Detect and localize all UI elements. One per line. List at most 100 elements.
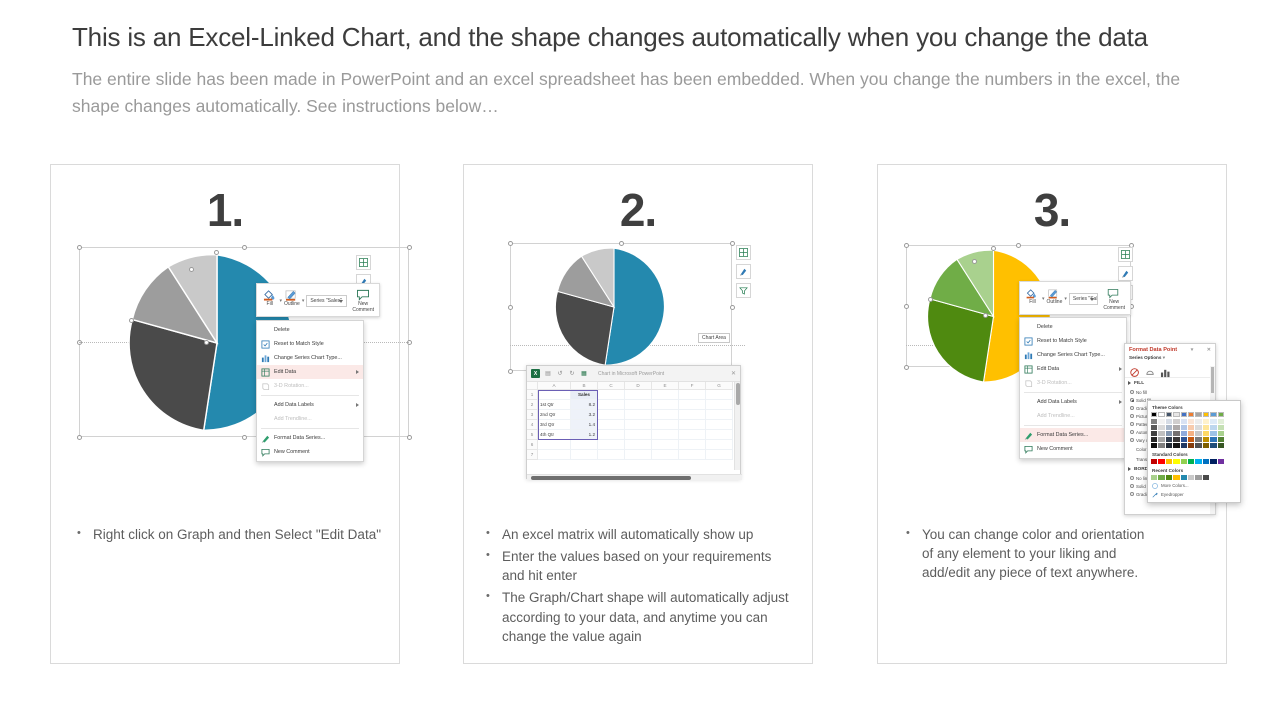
color-swatch[interactable]	[1217, 443, 1224, 448]
column-header[interactable]: B	[571, 382, 598, 390]
menu-item-format-data-series[interactable]: Format Data Series...	[1020, 428, 1126, 442]
grid-cell[interactable]	[652, 430, 679, 440]
color-swatch[interactable]	[1180, 443, 1187, 448]
grid-cell[interactable]: 1.2	[571, 430, 598, 440]
color-swatch[interactable]	[1173, 443, 1180, 448]
menu-item-delete[interactable]: Delete	[1020, 320, 1126, 334]
excel-grid[interactable]: A B C D E F G 1 Sales 2 1st Qtr 8.2 3 2nd Qtr 3.2 4 3rd …	[527, 382, 742, 480]
grid-cell[interactable]	[598, 390, 625, 400]
column-header[interactable]: A	[538, 382, 571, 390]
color-swatch[interactable]	[1210, 425, 1217, 430]
open-in-excel-icon[interactable]: ▦	[581, 371, 587, 377]
mini-toolbar-1[interactable]: Fill ▾ Outline ▾ Series "Sales"	[256, 283, 380, 317]
selection-handle[interactable]	[406, 434, 412, 440]
outline-dropdown-arrow[interactable]: ▾	[301, 297, 305, 304]
color-swatch[interactable]	[1195, 419, 1202, 424]
selection-handle[interactable]	[241, 434, 247, 440]
grid-cell[interactable]	[679, 450, 706, 460]
color-swatch[interactable]	[1195, 431, 1202, 436]
vertical-scrollbar[interactable]	[734, 382, 740, 470]
grid-cell[interactable]	[538, 440, 571, 450]
pane-scroll-thumb[interactable]	[1211, 367, 1214, 393]
color-swatch[interactable]	[1173, 431, 1180, 436]
grid-cell[interactable]	[625, 430, 652, 440]
color-swatch[interactable]	[1180, 431, 1187, 436]
grid-cell[interactable]: 1st Qtr	[538, 400, 571, 410]
grid-cell[interactable]	[679, 420, 706, 430]
column-header[interactable]: F	[679, 382, 706, 390]
selection-handle[interactable]	[903, 242, 909, 248]
grid-cell[interactable]: 1.4	[571, 420, 598, 430]
color-swatch[interactable]	[1180, 475, 1187, 480]
fill-option-no-fill[interactable]: No fill	[1125, 388, 1215, 396]
radio-icon[interactable]	[1130, 390, 1134, 394]
border-section-header[interactable]: BORDER	[1125, 464, 1215, 474]
menu-item-format-data-series[interactable]: Format Data Series...	[257, 431, 363, 445]
effects-tab-icon[interactable]	[1145, 365, 1155, 375]
row-header[interactable]: 6	[527, 440, 538, 450]
color-swatch[interactable]	[1151, 475, 1158, 480]
color-swatch[interactable]	[1165, 437, 1173, 442]
series-options-label[interactable]: Series Options ▾	[1129, 355, 1166, 360]
grid-cell[interactable]	[625, 390, 652, 400]
color-swatch[interactable]	[1202, 419, 1210, 424]
pie-slice-2nd-qtr[interactable]	[554, 290, 615, 366]
fill-option-pattern-fill[interactable]: Pattern fill	[1125, 420, 1215, 428]
color-swatch[interactable]	[1173, 459, 1180, 464]
row-header[interactable]: 7	[527, 450, 538, 460]
color-swatch[interactable]	[1151, 459, 1158, 464]
slice-handle[interactable]	[189, 267, 194, 272]
fill-section-header[interactable]: FILL	[1125, 378, 1215, 388]
radio-icon[interactable]	[1130, 422, 1134, 426]
grid-cell[interactable]	[598, 430, 625, 440]
slice-handle[interactable]	[928, 297, 933, 302]
color-swatch[interactable]	[1187, 425, 1195, 430]
row-header[interactable]: 2	[527, 400, 538, 410]
color-swatch[interactable]	[1187, 437, 1195, 442]
border-option-solid-line[interactable]: Solid line	[1125, 482, 1215, 490]
chart-styles-icon[interactable]	[1118, 266, 1133, 281]
grid-cell[interactable]	[706, 440, 733, 450]
color-swatch[interactable]	[1217, 437, 1224, 442]
menu-item-delete[interactable]: Delete	[257, 323, 363, 337]
grid-cell[interactable]	[652, 440, 679, 450]
grid-cell[interactable]	[706, 450, 733, 460]
selection-handle[interactable]	[618, 240, 624, 246]
selection-handle[interactable]	[241, 244, 247, 250]
scroll-thumb[interactable]	[531, 475, 691, 480]
outline-dropdown-arrow[interactable]: ▾	[1064, 295, 1067, 302]
grid-cell[interactable]: 8.2	[571, 400, 598, 410]
color-swatch[interactable]	[1202, 412, 1210, 417]
menu-item-add-data-labels[interactable]: Add Data Labels	[1020, 395, 1126, 409]
radio-icon[interactable]	[1130, 414, 1134, 418]
color-swatch[interactable]	[1210, 459, 1217, 464]
menu-item-new-comment[interactable]: New Comment	[1020, 442, 1126, 456]
undo-icon[interactable]: ↺	[557, 371, 563, 377]
row-header[interactable]: 3	[527, 410, 538, 420]
grid-cell[interactable]	[625, 450, 652, 460]
row-header[interactable]: 4	[527, 420, 538, 430]
color-swatch[interactable]	[1210, 412, 1217, 417]
grid-cell[interactable]	[598, 400, 625, 410]
color-swatch[interactable]	[1173, 425, 1180, 430]
excel-window[interactable]: X ▤ ↺ ↻ ▦ Chart in Microsoft PowerPoint …	[526, 365, 742, 480]
color-swatch[interactable]	[1187, 459, 1195, 464]
color-swatch[interactable]	[1202, 425, 1210, 430]
scroll-thumb[interactable]	[736, 383, 740, 405]
selection-handle[interactable]	[507, 368, 513, 374]
color-swatch[interactable]	[1165, 443, 1173, 448]
color-swatch[interactable]	[1210, 437, 1217, 442]
menu-item-change-series-chart-type[interactable]: Change Series Chart Type...	[257, 351, 363, 365]
row-header[interactable]: 5	[527, 430, 538, 440]
fill-option-solid-fill[interactable]: Solid fill	[1125, 396, 1215, 404]
selection-handle[interactable]	[903, 303, 909, 309]
menu-item-reset-to-match-style[interactable]: Reset to Match Style	[257, 337, 363, 351]
pane-options-icon[interactable]: ▾	[1190, 347, 1194, 353]
chart-elements-icon[interactable]	[736, 245, 751, 260]
color-swatch[interactable]	[1158, 443, 1165, 448]
color-swatch[interactable]	[1173, 437, 1180, 442]
color-swatch[interactable]	[1165, 431, 1173, 436]
color-swatch[interactable]	[1217, 431, 1224, 436]
selection-handle[interactable]	[1015, 242, 1021, 248]
new-comment-tool[interactable]: New Comment	[1103, 286, 1125, 311]
